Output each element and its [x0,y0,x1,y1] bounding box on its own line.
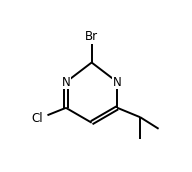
Text: Br: Br [85,30,98,43]
Text: N: N [62,76,70,89]
Text: Cl: Cl [32,112,43,125]
Text: N: N [113,76,122,89]
